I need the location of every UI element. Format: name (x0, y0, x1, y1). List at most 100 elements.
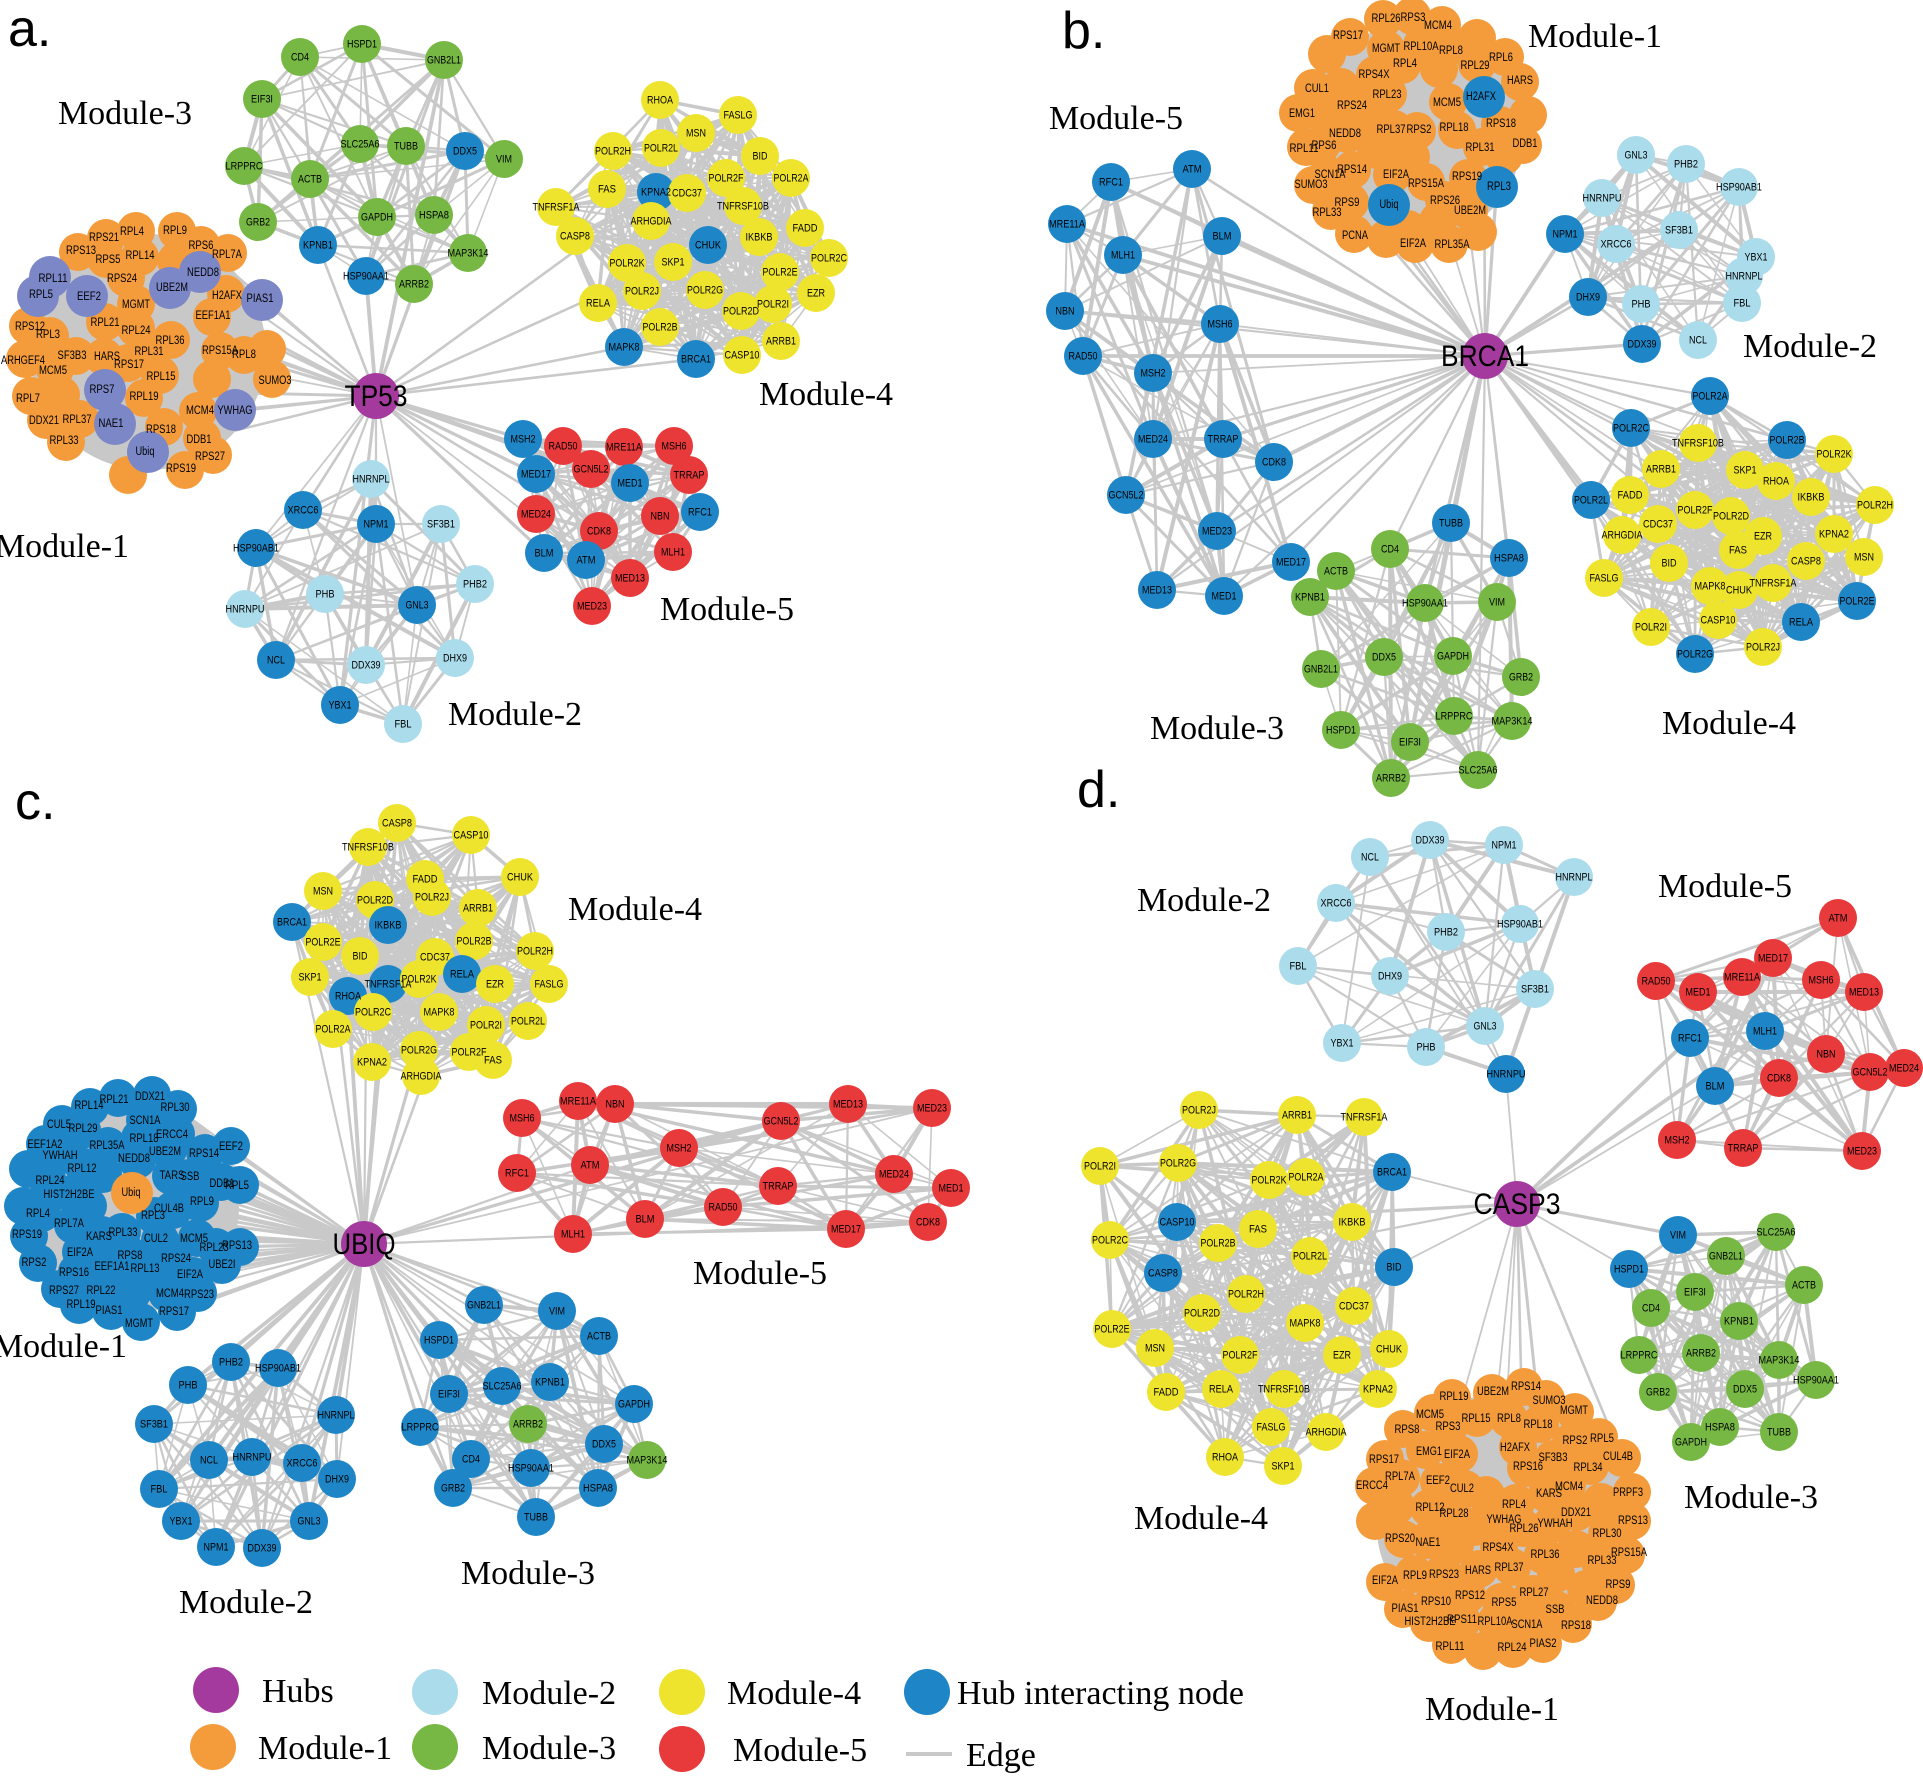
svg-text:KPNB1: KPNB1 (1724, 1316, 1754, 1328)
svg-text:PHB: PHB (1632, 299, 1651, 311)
svg-text:MED24: MED24 (521, 509, 551, 521)
svg-text:POLR2A: POLR2A (1289, 1172, 1325, 1184)
svg-text:RPL30: RPL30 (1593, 1528, 1622, 1540)
svg-text:POLR2E: POLR2E (306, 937, 341, 949)
svg-text:RPL33: RPL33 (1588, 1555, 1617, 1567)
svg-text:BRCA1: BRCA1 (1377, 1167, 1407, 1179)
svg-text:CHUK: CHUK (695, 240, 722, 252)
svg-text:CDK8: CDK8 (587, 526, 611, 538)
svg-text:SLC25A6: SLC25A6 (483, 1381, 522, 1393)
svg-text:POLR2L: POLR2L (1574, 495, 1608, 507)
svg-text:RPL12: RPL12 (1416, 1502, 1445, 1514)
svg-text:EIF3I: EIF3I (438, 1389, 460, 1401)
svg-text:RPS18: RPS18 (1561, 1620, 1591, 1632)
svg-text:POLR2I: POLR2I (470, 1020, 502, 1032)
svg-text:FASLG: FASLG (535, 979, 564, 991)
svg-text:Module-4: Module-4 (568, 891, 702, 928)
svg-text:RPL21: RPL21 (100, 1094, 129, 1106)
svg-text:RFC1: RFC1 (1099, 177, 1123, 189)
svg-text:DDX21: DDX21 (1561, 1507, 1591, 1519)
svg-text:FADD: FADD (413, 874, 438, 886)
svg-text:MAPK8: MAPK8 (424, 1007, 455, 1019)
svg-text:FBL: FBL (395, 719, 412, 731)
svg-text:SF3B1: SF3B1 (1665, 225, 1693, 237)
svg-text:EZR: EZR (807, 288, 825, 300)
svg-text:RPS13: RPS13 (66, 245, 96, 257)
svg-text:RPS12: RPS12 (15, 321, 45, 333)
svg-text:MED17: MED17 (1276, 557, 1306, 569)
svg-text:POLR2L: POLR2L (1293, 1251, 1327, 1263)
svg-text:POLR2I: POLR2I (757, 299, 789, 311)
svg-text:c.: c. (15, 773, 55, 831)
svg-text:POLR2B: POLR2B (1201, 1238, 1236, 1250)
svg-text:FAS: FAS (598, 184, 616, 196)
svg-text:VIM: VIM (1489, 597, 1505, 609)
svg-text:MED13: MED13 (1849, 987, 1879, 999)
svg-text:H2AFX: H2AFX (1466, 91, 1496, 103)
svg-text:YWHAG: YWHAG (218, 405, 253, 417)
svg-text:FBL: FBL (151, 1484, 168, 1496)
svg-text:ARHGEF4: ARHGEF4 (1, 355, 45, 367)
svg-text:ACTB: ACTB (587, 1331, 611, 1343)
svg-text:RPS16: RPS16 (1513, 1461, 1543, 1473)
svg-text:RPL37: RPL37 (1377, 124, 1406, 136)
svg-text:MAPK8: MAPK8 (1290, 1318, 1321, 1330)
svg-text:MSH2: MSH2 (667, 1143, 692, 1155)
svg-text:RFC1: RFC1 (505, 1168, 529, 1180)
svg-text:NCL: NCL (200, 1455, 218, 1467)
svg-text:MCM4: MCM4 (1555, 1481, 1583, 1493)
svg-text:TNFRSF1A: TNFRSF1A (1750, 578, 1798, 590)
svg-text:HSP90AB1: HSP90AB1 (1716, 182, 1762, 194)
svg-text:POLR2K: POLR2K (1252, 1175, 1288, 1187)
svg-text:CASP8: CASP8 (1148, 1268, 1178, 1280)
svg-text:HNRNPL: HNRNPL (1556, 872, 1593, 884)
svg-text:MRE11A: MRE11A (1724, 972, 1761, 984)
svg-text:DDB1: DDB1 (187, 434, 212, 446)
svg-text:MCM4: MCM4 (1424, 20, 1452, 32)
svg-text:POLR2B: POLR2B (457, 936, 492, 948)
svg-text:RPS17: RPS17 (159, 1306, 189, 1318)
svg-text:DDX5: DDX5 (1372, 652, 1396, 664)
svg-text:FADD: FADD (1154, 1387, 1179, 1399)
svg-text:SKP1: SKP1 (299, 972, 322, 984)
svg-text:EIF2A: EIF2A (1444, 1449, 1470, 1461)
svg-text:CHUK: CHUK (507, 872, 534, 884)
svg-text:CDC37: CDC37 (420, 952, 450, 964)
svg-text:TNFRSF10B: TNFRSF10B (342, 842, 394, 854)
svg-text:NEDD8: NEDD8 (1586, 1595, 1618, 1607)
svg-text:DDX39: DDX39 (248, 1543, 277, 1555)
svg-text:XRCC6: XRCC6 (1321, 898, 1352, 910)
svg-text:MSN: MSN (313, 886, 333, 898)
svg-text:POLR2B: POLR2B (1770, 435, 1805, 447)
svg-text:DDX5: DDX5 (453, 146, 477, 158)
svg-text:MED23: MED23 (577, 601, 607, 613)
svg-text:RFC1: RFC1 (688, 507, 712, 519)
svg-text:RPS16: RPS16 (59, 1267, 89, 1279)
svg-text:FAS: FAS (1249, 1224, 1267, 1236)
svg-text:ARHGDIA: ARHGDIA (631, 216, 673, 228)
svg-text:POLR2D: POLR2D (357, 895, 393, 907)
svg-text:MSH6: MSH6 (1208, 319, 1233, 331)
svg-text:YBX1: YBX1 (1745, 252, 1768, 264)
svg-text:CASP3: CASP3 (1474, 1188, 1561, 1221)
svg-text:ERCC4: ERCC4 (156, 1129, 188, 1141)
svg-text:PIAS1: PIAS1 (247, 293, 274, 305)
svg-text:ARRB1: ARRB1 (766, 336, 796, 348)
svg-text:MGMT: MGMT (125, 1318, 153, 1330)
svg-text:RPS9: RPS9 (1606, 1579, 1631, 1591)
svg-text:RPL9: RPL9 (163, 225, 187, 237)
svg-text:DDX5: DDX5 (1733, 1384, 1757, 1396)
svg-text:MED17: MED17 (831, 1224, 861, 1236)
svg-text:RPL21: RPL21 (91, 317, 120, 329)
svg-text:RPL19: RPL19 (67, 1299, 96, 1311)
svg-text:NEDD8: NEDD8 (118, 1153, 150, 1165)
svg-text:ATM: ATM (1829, 913, 1848, 925)
svg-text:RPL14: RPL14 (126, 250, 155, 262)
svg-text:CUL2: CUL2 (144, 1233, 168, 1245)
svg-text:RPS23: RPS23 (1429, 1569, 1459, 1581)
svg-text:DDB1: DDB1 (1513, 138, 1538, 150)
svg-text:RELA: RELA (586, 298, 611, 310)
svg-text:MGMT: MGMT (1560, 1405, 1588, 1417)
svg-text:RPL8: RPL8 (1439, 45, 1463, 57)
svg-text:NAE1: NAE1 (1416, 1537, 1441, 1549)
